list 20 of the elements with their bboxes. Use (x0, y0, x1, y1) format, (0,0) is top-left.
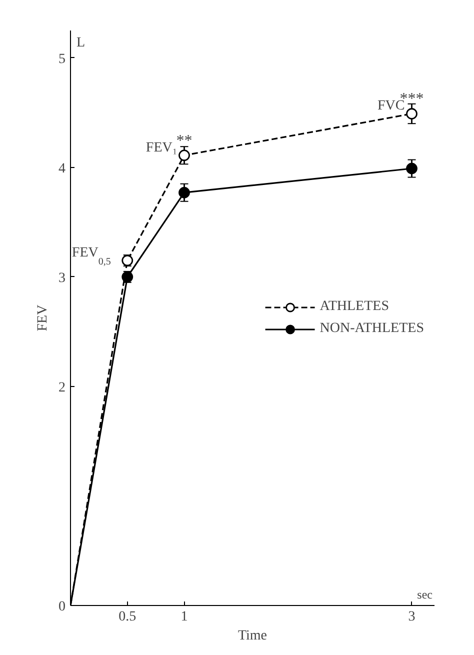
y-axis-title: FEV (36, 304, 50, 332)
annotation: ** (176, 132, 192, 150)
annotation: sec (417, 588, 433, 602)
point (406, 108, 418, 120)
x-axis-title: Time (238, 628, 268, 644)
annotation: L (76, 36, 86, 50)
point (406, 162, 418, 174)
y-tick-label: 0 (58, 600, 66, 614)
legend-label: ATHLETES (320, 298, 389, 314)
point (178, 150, 190, 162)
y-tick-label: 5 (58, 52, 66, 67)
point (178, 186, 190, 198)
x-tick-label: 3 (408, 610, 416, 624)
x-tick-label: 1 (180, 610, 188, 624)
annotation: FEV₁ (146, 140, 178, 156)
legend-label: NON-ATHLETES (320, 320, 424, 336)
y-tick-label: 3 (58, 270, 66, 286)
y-tick-label: 2 (58, 380, 66, 396)
x-tick-label: 0.5 (118, 610, 136, 624)
y-tick-label: 4 (58, 161, 66, 176)
